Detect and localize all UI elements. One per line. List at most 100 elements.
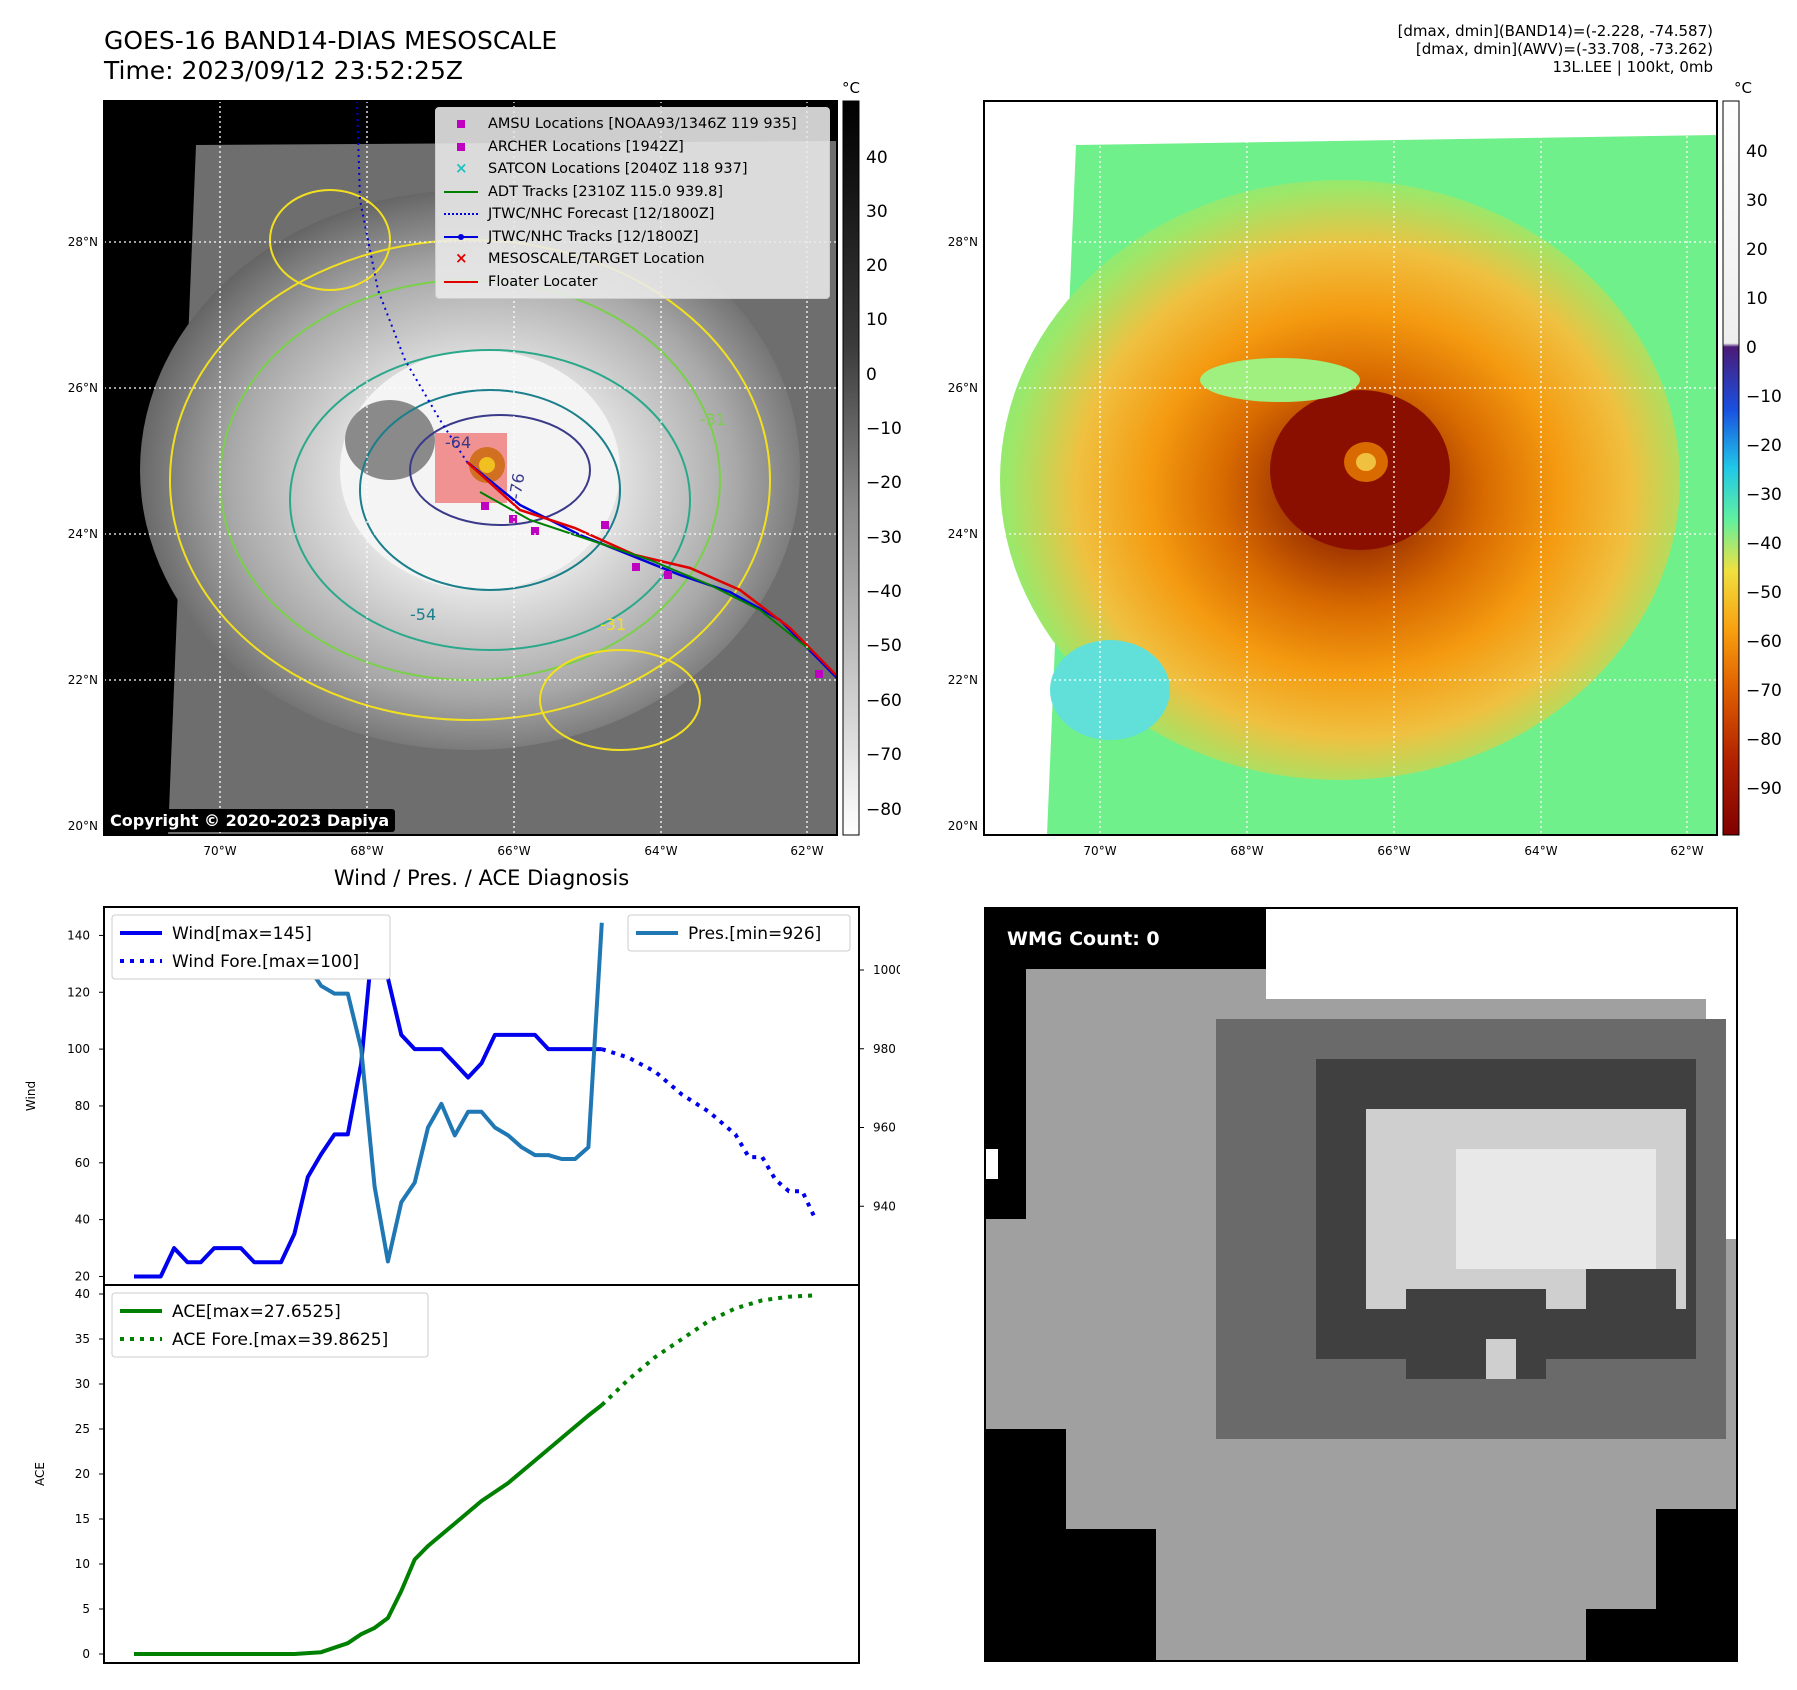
- ace-ytick-label: 35: [75, 1332, 90, 1346]
- colorbar-unit: °C: [842, 79, 860, 97]
- wind-ytick-label: 80: [75, 1099, 90, 1113]
- lat-label: 24°N: [948, 527, 978, 541]
- cbar-tick: 40: [866, 148, 888, 168]
- pressure-ytick-label: 1000: [873, 963, 900, 977]
- legend-symbol: [442, 207, 480, 221]
- cbar-tick: −40: [1746, 534, 1782, 554]
- cbar-tick: 30: [866, 202, 888, 222]
- lat-label: 22°N: [948, 673, 978, 687]
- series-line: [134, 1403, 604, 1656]
- lon-label: 68°W: [350, 844, 383, 858]
- legend-symbol: ×: [455, 159, 468, 177]
- chart-legend-box: [111, 914, 391, 980]
- map-legend-item: × SATCON Locations [2040Z 118 937]: [442, 159, 747, 179]
- contour-label: -31: [700, 410, 726, 429]
- ace-ytick-label: 25: [75, 1422, 90, 1436]
- top-panels: -54 -76 -31 -31 -64: [68, 79, 1782, 858]
- chart-title: GOES-16 BAND14-DIAS MESOSCALE: [104, 26, 558, 55]
- legend-label: Pres.[min=926]: [688, 924, 821, 944]
- map-legend-item: ARCHER Locations [1942Z]: [442, 137, 684, 157]
- contour-label: -54: [410, 605, 436, 624]
- wind-ytick-label: 140: [67, 928, 90, 942]
- wmg-image: [986, 909, 1736, 1660]
- colorbar-unit: °C: [1734, 79, 1752, 97]
- series-line: [600, 1293, 816, 1407]
- wind-ytick-label: 100: [67, 1042, 90, 1056]
- wind-ytick-label: 60: [75, 1156, 90, 1170]
- series-line: [601, 1047, 818, 1221]
- map-frame-left: [103, 100, 838, 836]
- wind-ytick-label: 120: [67, 985, 90, 999]
- lat-label: 26°N: [68, 381, 98, 395]
- legend-label: Wind Fore.[max=100]: [172, 952, 359, 972]
- wmg-panel: WMG Count: 0: [984, 907, 1738, 1662]
- colorbar-gray: [842, 100, 860, 836]
- legend-label: JTWC/NHC Tracks [12/1800Z]: [488, 228, 699, 245]
- lon-label: 66°W: [497, 844, 530, 858]
- cbar-tick: −80: [866, 800, 902, 820]
- cbar-tick: −70: [866, 745, 902, 765]
- pressure-ytick-label: 980: [873, 1042, 896, 1056]
- pressure-ytick-label: 960: [873, 1121, 896, 1135]
- legend-symbol: [442, 185, 480, 199]
- cbar-tick: −90: [1746, 779, 1782, 799]
- diagnosis-chart: 204060801001201409409609801000WindPressu…: [24, 906, 900, 1664]
- colorbar-color: [1722, 100, 1740, 836]
- ace-ytick-label: 10: [75, 1557, 90, 1571]
- map-frame-right: [983, 100, 1718, 836]
- pressure-ytick-label: 940: [873, 1199, 896, 1213]
- legend-symbol: [442, 140, 480, 154]
- lat-label: 24°N: [68, 527, 98, 541]
- cbar-tick: 0: [866, 365, 877, 385]
- map-legend-item: JTWC/NHC Forecast [12/1800Z]: [442, 204, 714, 224]
- cbar-tick: −20: [1746, 436, 1782, 456]
- legend-label: JTWC/NHC Forecast [12/1800Z]: [488, 206, 715, 222]
- legend-label: MESOSCALE/TARGET Location: [488, 251, 705, 267]
- cbar-tick: 20: [1746, 240, 1768, 260]
- lat-labels-right: 28°N 26°N 24°N 22°N 20°N: [948, 235, 978, 833]
- cbar-tick: −80: [1746, 730, 1782, 750]
- cbar-tick: 40: [1746, 142, 1768, 162]
- lat-label: 22°N: [68, 673, 98, 687]
- lat-label: 28°N: [948, 235, 978, 249]
- legend-symbol: [442, 230, 480, 244]
- cbar-tick: 10: [1746, 289, 1768, 309]
- map-legend-item: Floater Locater: [442, 272, 597, 292]
- storm-info: 13L.LEE | 100kt, 0mb: [1552, 58, 1713, 76]
- cbar-tick: 10: [866, 310, 888, 330]
- lon-labels-left: 70°W 68°W 66°W 64°W 62°W: [203, 844, 823, 858]
- wind-ytick-label: 20: [75, 1269, 90, 1283]
- legend-label: ARCHER Locations [1942Z]: [488, 138, 684, 155]
- cbar-tick: −30: [1746, 485, 1782, 505]
- legend-label: ACE[max=27.6525]: [172, 1302, 341, 1322]
- cbar-tick: −20: [866, 473, 902, 493]
- cbar-tick: −50: [866, 636, 902, 656]
- legend-symbol: [442, 275, 480, 289]
- ace-ytick-label: 15: [75, 1512, 90, 1526]
- cbar-tick: −10: [866, 419, 902, 439]
- lon-label: 66°W: [1377, 844, 1410, 858]
- lon-label: 68°W: [1230, 844, 1263, 858]
- ace-ytick-label: 40: [75, 1287, 90, 1301]
- cbar-tick: −70: [1746, 681, 1782, 701]
- ace-ytick-label: 30: [75, 1377, 90, 1391]
- lon-labels-right: 70°W 68°W 66°W 64°W 62°W: [1083, 844, 1703, 858]
- wmg-count-badge: WMG Count: 0: [1000, 925, 1167, 953]
- lon-label: 62°W: [1670, 844, 1703, 858]
- contour-label: -76: [505, 472, 528, 501]
- map-legend-item: ADT Tracks [2310Z 115.0 939.8]: [442, 182, 723, 202]
- lat-label: 20°N: [68, 819, 98, 833]
- band14-stats: [dmax, dmin](BAND14)=(-2.228, -74.587): [1397, 22, 1713, 40]
- cbar-tick: −60: [1746, 632, 1782, 652]
- cbar-tick: −60: [866, 691, 902, 711]
- contour-label: -64: [445, 433, 471, 452]
- lon-label: 70°W: [203, 844, 236, 858]
- lat-labels-left: 28°N 26°N 24°N 22°N 20°N: [68, 235, 98, 833]
- ace-ytick-label: 20: [75, 1467, 90, 1481]
- lon-label: 64°W: [644, 844, 677, 858]
- colorbar-color-ticks: 40 30 20 10 0 −10 −20 −30 −40 −50 −60 −7…: [1746, 142, 1782, 799]
- lat-label: 20°N: [948, 819, 978, 833]
- contour-label: -31: [600, 615, 626, 634]
- cbar-tick: −50: [1746, 583, 1782, 603]
- legend-label: Floater Locater: [488, 273, 598, 290]
